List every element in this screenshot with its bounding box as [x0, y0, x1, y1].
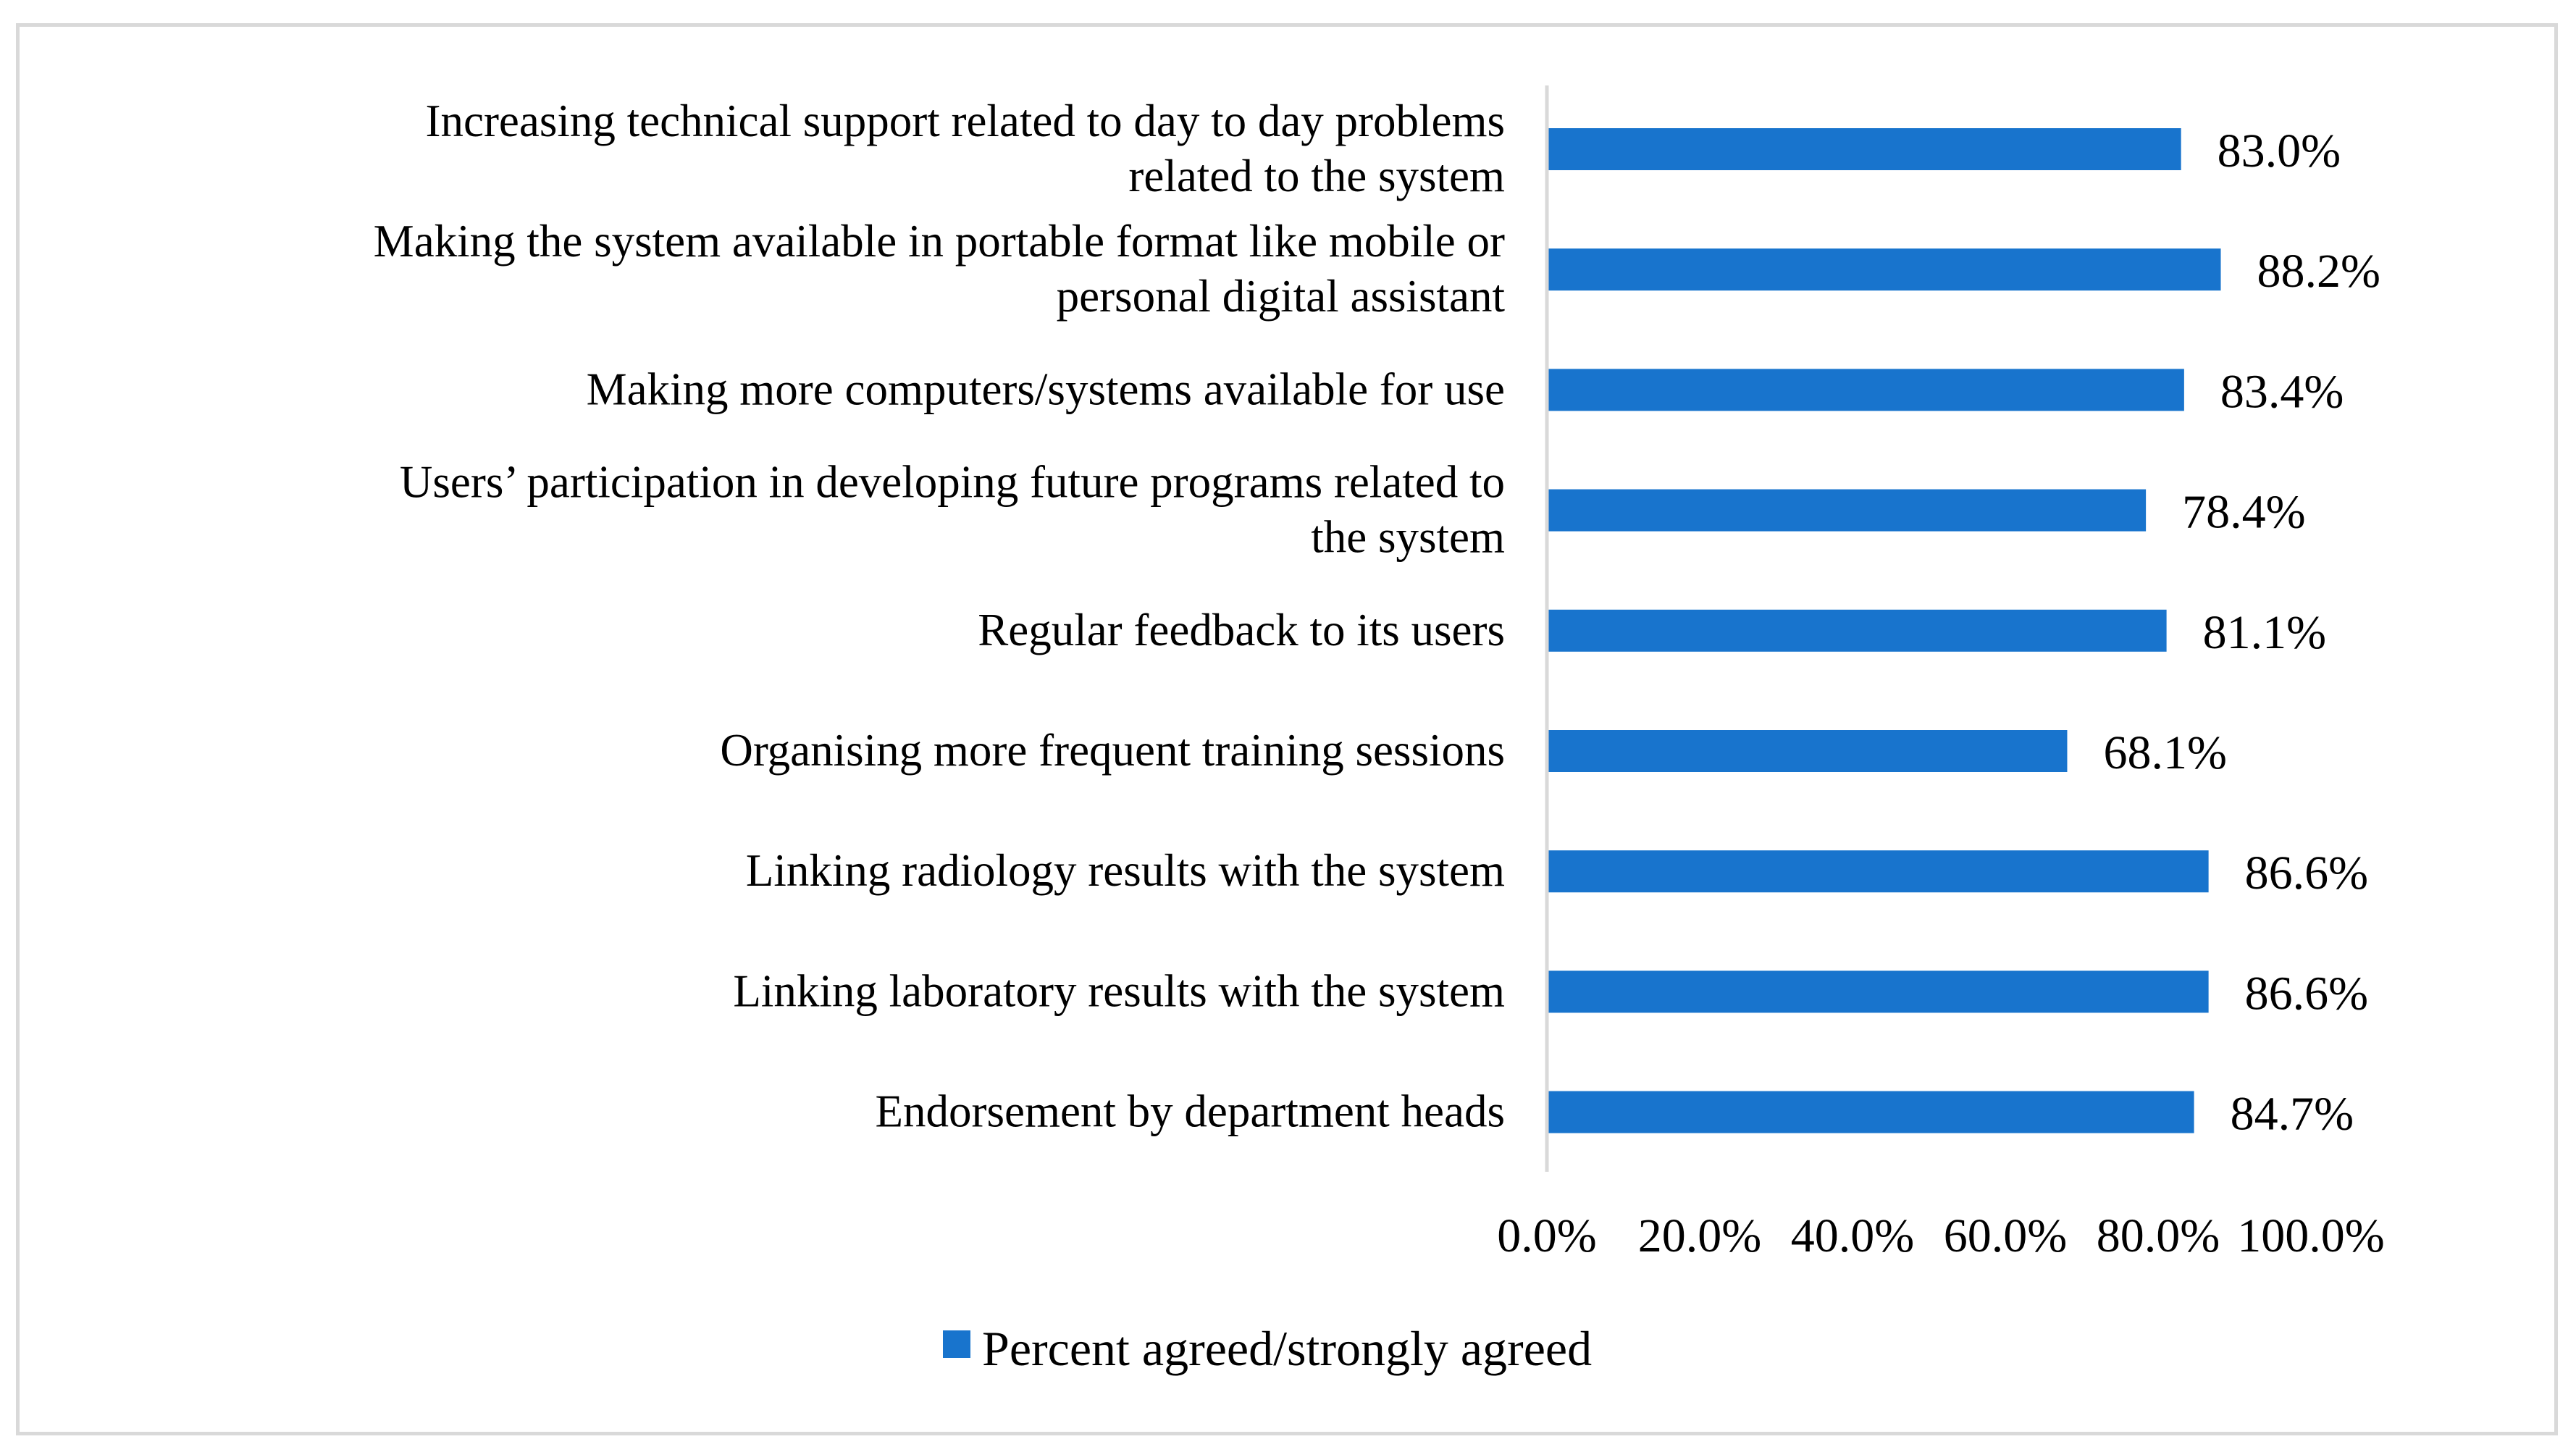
category-labels: Increasing technical support related to …: [374, 96, 1506, 1137]
x-tick-label: 60.0%: [1944, 1209, 2067, 1262]
bar-value-label: 88.2%: [2257, 245, 2380, 298]
category-label: Organising more frequent training sessio…: [720, 725, 1505, 776]
bar-value-label: 81.1%: [2203, 606, 2326, 659]
bar: [1547, 730, 2068, 772]
x-tick-label: 0.0%: [1497, 1209, 1596, 1262]
bar: [1547, 128, 2181, 170]
category-label: Making more computers/systems available …: [587, 364, 1505, 414]
bar: [1547, 1091, 2194, 1133]
bar-value-label: 84.7%: [2231, 1088, 2354, 1141]
category-label: Increasing technical support related to …: [426, 96, 1506, 146]
bar-value-label: 86.6%: [2245, 967, 2368, 1020]
x-tick-label: 80.0%: [2097, 1209, 2220, 1262]
x-tick-label: 20.0%: [1638, 1209, 1761, 1262]
category-label: Regular feedback to its users: [978, 605, 1505, 655]
category-label: Users’ participation in developing futur…: [400, 457, 1505, 508]
bar-value-label: 86.6%: [2245, 847, 2368, 899]
category-label: Linking laboratory results with the syst…: [733, 965, 1505, 1016]
bar: [1547, 489, 2147, 532]
category-label: Making the system available in portable …: [374, 216, 1505, 267]
bar-value-label: 78.4%: [2182, 486, 2305, 539]
category-label: the system: [1311, 512, 1505, 563]
bar: [1547, 248, 2221, 291]
bar: [1547, 369, 2184, 411]
bar: [1547, 970, 2209, 1013]
bar-value-label: 83.4%: [2220, 365, 2344, 418]
legend: Percent agreed/strongly agreed: [943, 1321, 1592, 1376]
bar: [1547, 850, 2209, 893]
category-label: personal digital assistant: [1057, 271, 1506, 322]
legend-label: Percent agreed/strongly agreed: [982, 1321, 1592, 1376]
x-tick-labels: 0.0% 20.0% 40.0% 60.0% 80.0% 100.0%: [1497, 1209, 2384, 1262]
category-label: Linking radiology results with the syste…: [746, 845, 1505, 896]
category-label: Endorsement by department heads: [876, 1086, 1505, 1137]
x-tick-label: 40.0%: [1791, 1209, 1914, 1262]
bar: [1547, 609, 2167, 652]
x-tick-label: 100.0%: [2237, 1209, 2384, 1262]
bars-layer: [1547, 128, 2221, 1133]
category-label: related to the system: [1128, 151, 1505, 201]
value-labels: 83.0% 88.2% 83.4% 78.4% 81.1% 68.1% 86.6% 86.6%…: [2103, 125, 2380, 1141]
bar-value-label: 68.1%: [2103, 726, 2226, 779]
bar-value-label: 83.0%: [2218, 125, 2341, 177]
legend-swatch: [943, 1330, 970, 1358]
